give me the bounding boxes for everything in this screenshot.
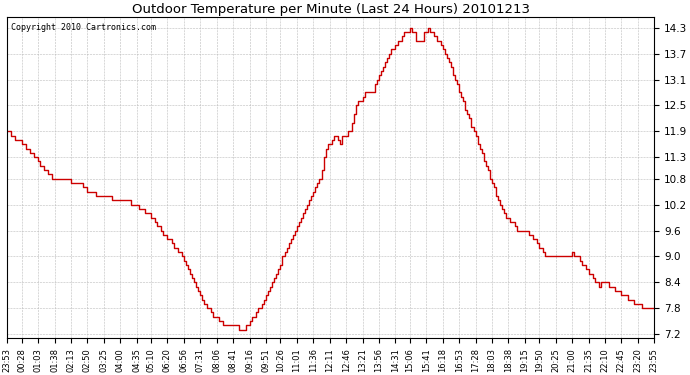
Text: Copyright 2010 Cartronics.com: Copyright 2010 Cartronics.com xyxy=(10,23,155,32)
Title: Outdoor Temperature per Minute (Last 24 Hours) 20101213: Outdoor Temperature per Minute (Last 24 … xyxy=(132,3,530,16)
